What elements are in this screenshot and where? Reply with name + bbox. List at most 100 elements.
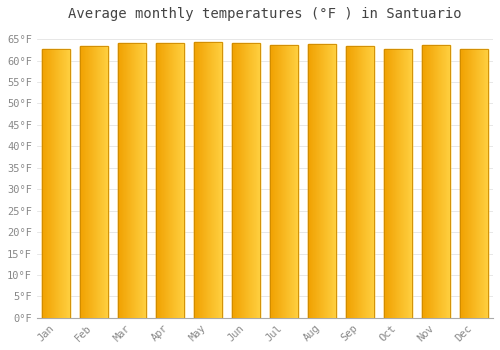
Bar bbox=[83, 47, 84, 318]
Bar bbox=[197, 42, 198, 318]
Bar bbox=[176, 43, 178, 318]
Bar bbox=[140, 43, 141, 318]
Bar bbox=[208, 42, 209, 318]
Bar bbox=[324, 44, 325, 318]
Bar bbox=[446, 45, 447, 318]
Bar bbox=[387, 49, 388, 318]
Bar bbox=[136, 43, 137, 318]
Bar bbox=[201, 42, 202, 318]
Bar bbox=[325, 44, 326, 318]
Bar bbox=[366, 46, 367, 318]
Bar bbox=[60, 49, 61, 318]
Bar bbox=[438, 45, 439, 318]
Bar bbox=[310, 44, 311, 318]
Bar bbox=[242, 43, 243, 318]
Bar bbox=[394, 49, 395, 318]
Bar bbox=[141, 43, 142, 318]
Bar bbox=[175, 43, 176, 318]
Bar bbox=[280, 45, 281, 318]
Bar bbox=[428, 45, 429, 318]
Bar bbox=[397, 49, 398, 318]
Bar bbox=[482, 49, 483, 318]
Bar bbox=[54, 49, 55, 318]
Bar bbox=[358, 46, 359, 318]
Bar bbox=[399, 49, 400, 318]
Bar bbox=[178, 43, 179, 318]
Bar bbox=[86, 47, 87, 318]
Bar bbox=[464, 49, 465, 318]
Bar bbox=[142, 43, 144, 318]
Bar bbox=[80, 47, 82, 318]
Bar bbox=[220, 42, 221, 318]
Bar bbox=[167, 43, 168, 318]
Bar bbox=[211, 42, 212, 318]
Bar bbox=[99, 47, 100, 318]
Bar bbox=[441, 45, 442, 318]
Bar bbox=[474, 49, 475, 318]
Bar bbox=[331, 44, 332, 318]
Bar bbox=[129, 43, 130, 318]
Bar bbox=[69, 49, 70, 318]
Bar bbox=[121, 43, 122, 318]
Bar bbox=[174, 43, 175, 318]
Bar bbox=[448, 45, 449, 318]
Bar bbox=[461, 49, 462, 318]
Bar bbox=[200, 42, 201, 318]
Bar bbox=[118, 43, 120, 318]
Bar bbox=[53, 49, 54, 318]
Bar bbox=[289, 45, 290, 318]
Bar bbox=[137, 43, 138, 318]
Bar bbox=[133, 43, 134, 318]
Bar bbox=[346, 46, 374, 318]
Bar bbox=[132, 43, 133, 318]
Bar bbox=[293, 45, 294, 318]
Bar bbox=[134, 43, 136, 318]
Bar bbox=[63, 49, 64, 318]
Bar bbox=[160, 43, 161, 318]
Bar bbox=[405, 49, 406, 318]
Bar bbox=[244, 43, 245, 318]
Bar bbox=[128, 43, 129, 318]
Bar bbox=[370, 46, 371, 318]
Bar bbox=[398, 49, 399, 318]
Bar bbox=[406, 49, 407, 318]
Bar bbox=[364, 46, 365, 318]
Bar bbox=[255, 43, 256, 318]
Bar bbox=[52, 49, 53, 318]
Bar bbox=[162, 43, 163, 318]
Bar bbox=[252, 43, 253, 318]
Bar bbox=[437, 45, 438, 318]
Bar bbox=[87, 47, 88, 318]
Bar bbox=[308, 44, 309, 318]
Bar bbox=[328, 44, 329, 318]
Bar bbox=[171, 43, 172, 318]
Bar bbox=[352, 46, 353, 318]
Bar bbox=[359, 46, 360, 318]
Bar bbox=[122, 43, 124, 318]
Bar bbox=[318, 44, 319, 318]
Bar bbox=[271, 45, 272, 318]
Bar bbox=[357, 46, 358, 318]
Bar bbox=[429, 45, 430, 318]
Bar bbox=[247, 43, 248, 318]
Bar bbox=[327, 44, 328, 318]
Bar bbox=[356, 46, 357, 318]
Bar bbox=[138, 43, 140, 318]
Bar bbox=[323, 44, 324, 318]
Bar bbox=[234, 43, 235, 318]
Bar bbox=[48, 49, 49, 318]
Bar bbox=[467, 49, 468, 318]
Title: Average monthly temperatures (°F ) in Santuario: Average monthly temperatures (°F ) in Sa… bbox=[68, 7, 462, 21]
Bar bbox=[402, 49, 403, 318]
Bar bbox=[484, 49, 485, 318]
Bar bbox=[410, 49, 411, 318]
Bar bbox=[80, 47, 108, 318]
Bar bbox=[351, 46, 352, 318]
Bar bbox=[309, 44, 310, 318]
Bar bbox=[434, 45, 435, 318]
Bar bbox=[463, 49, 464, 318]
Bar bbox=[276, 45, 277, 318]
Bar bbox=[404, 49, 405, 318]
Bar bbox=[407, 49, 408, 318]
Bar bbox=[285, 45, 286, 318]
